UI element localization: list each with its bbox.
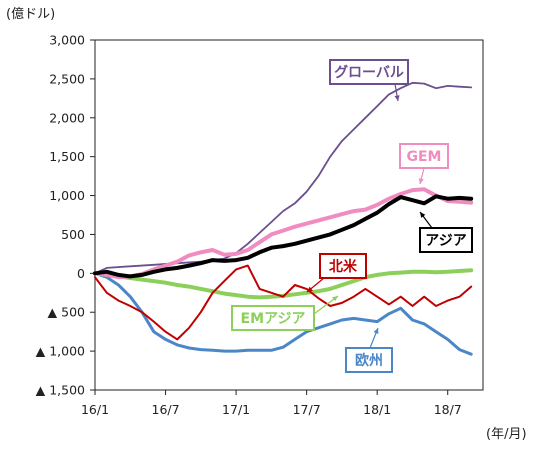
series-line-1 <box>93 187 474 280</box>
series-label-box <box>231 305 315 331</box>
y-tick-label: 0 <box>77 266 85 281</box>
y-axis-unit-label: (億ドル) <box>6 6 55 22</box>
y-tick-label: 2,000 <box>49 110 85 125</box>
y-tick-label: ▲ 1,000 <box>36 344 85 359</box>
label-arrow-head <box>394 95 400 101</box>
label-arrow-head <box>307 286 313 292</box>
label-arrow-head <box>373 328 379 334</box>
series-label-text: 北米 <box>329 258 358 275</box>
x-tick-label: 18/1 <box>363 402 391 417</box>
series-label-text: GEM <box>407 149 442 165</box>
y-tick-label: ▲ 1,500 <box>36 383 85 398</box>
x-tick-label: 16/7 <box>152 402 180 417</box>
y-tick-label: ▲ 500 <box>48 305 85 320</box>
series-line-2 <box>93 194 474 279</box>
series-label-text: 欧州 <box>355 352 383 369</box>
label-arrow-head <box>332 296 338 302</box>
y-tick-label: 3,000 <box>49 33 85 48</box>
x-tick-label: 16/1 <box>81 402 109 417</box>
series-label-box <box>329 59 409 85</box>
x-tick-label: 17/1 <box>222 402 250 417</box>
x-axis-unit-label: (年/月) <box>486 427 527 442</box>
series-label-text: アジア <box>425 233 466 249</box>
y-tick-label: 500 <box>61 227 85 242</box>
label-arrow-head <box>418 178 424 184</box>
series-label-text: グローバル <box>334 64 404 81</box>
x-tick-label: 18/7 <box>434 402 462 417</box>
label-arrow-head <box>420 212 426 218</box>
y-tick-label: 1,500 <box>49 149 85 164</box>
series-label-box <box>399 143 449 169</box>
series-line-0 <box>94 81 473 275</box>
series-line-5 <box>93 271 473 356</box>
x-axis-ticks: 16/1 16/7 17/1 17/7 18/1 18/7 <box>81 390 462 417</box>
x-tick-label: 17/7 <box>293 402 321 417</box>
y-axis-ticks: 3,000 2,500 2,000 1,500 1,000 500 0 ▲ 500 ▲ 1,00… <box>36 33 95 398</box>
series-label-text: EMアジア <box>241 311 306 327</box>
series-line-3 <box>94 264 473 341</box>
series-label-box <box>419 227 473 253</box>
series-label-box <box>345 347 393 373</box>
plot-frame <box>94 39 484 391</box>
series-label-box <box>319 253 367 279</box>
y-tick-label: 1,000 <box>49 188 85 203</box>
y-tick-label: 2,500 <box>49 71 85 86</box>
series-lines <box>93 81 474 356</box>
